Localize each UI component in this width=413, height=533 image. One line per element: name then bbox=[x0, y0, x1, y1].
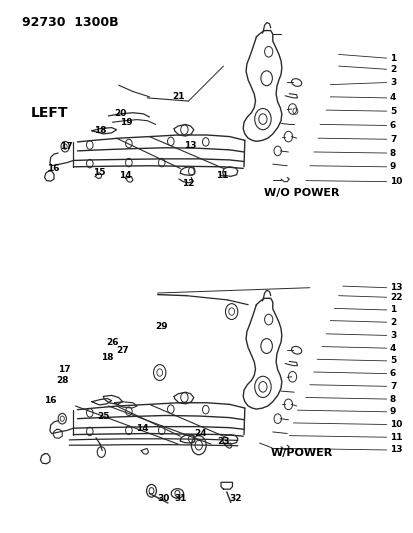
Text: 11: 11 bbox=[215, 171, 228, 180]
Text: 3: 3 bbox=[389, 78, 395, 87]
Text: 13: 13 bbox=[389, 283, 401, 292]
Text: 18: 18 bbox=[101, 353, 114, 362]
Text: 29: 29 bbox=[155, 322, 168, 331]
Text: 8: 8 bbox=[389, 394, 395, 403]
Text: 24: 24 bbox=[194, 429, 206, 438]
Text: 13: 13 bbox=[184, 141, 196, 150]
Text: 18: 18 bbox=[94, 126, 106, 135]
Text: 16: 16 bbox=[46, 164, 59, 173]
Text: 1: 1 bbox=[389, 305, 395, 314]
Text: 8: 8 bbox=[389, 149, 395, 158]
Text: 32: 32 bbox=[229, 494, 242, 503]
Text: 7: 7 bbox=[389, 382, 395, 391]
Text: 2: 2 bbox=[389, 64, 395, 74]
Text: 1: 1 bbox=[389, 54, 395, 62]
Text: 25: 25 bbox=[97, 411, 109, 421]
Text: 92730  1300B: 92730 1300B bbox=[22, 16, 118, 29]
Text: 17: 17 bbox=[58, 366, 71, 374]
Text: 7: 7 bbox=[389, 135, 395, 144]
Text: 27: 27 bbox=[116, 346, 129, 355]
Text: 31: 31 bbox=[173, 494, 186, 503]
Text: 20: 20 bbox=[114, 109, 126, 118]
Text: 15: 15 bbox=[93, 168, 105, 177]
Text: 3: 3 bbox=[389, 331, 395, 340]
Text: 10: 10 bbox=[389, 177, 401, 186]
Text: LEFT: LEFT bbox=[31, 106, 68, 120]
Text: W/POWER: W/POWER bbox=[270, 448, 332, 458]
Text: 21: 21 bbox=[171, 92, 184, 101]
Text: 10: 10 bbox=[389, 420, 401, 429]
Text: 6: 6 bbox=[389, 121, 395, 130]
Text: 4: 4 bbox=[389, 344, 395, 353]
Text: 22: 22 bbox=[389, 293, 401, 302]
Text: 23: 23 bbox=[217, 437, 229, 446]
Text: 12: 12 bbox=[182, 179, 194, 188]
Text: 14: 14 bbox=[135, 424, 148, 433]
Text: 9: 9 bbox=[389, 163, 395, 171]
Text: 13: 13 bbox=[389, 446, 401, 455]
Text: W/O POWER: W/O POWER bbox=[263, 188, 339, 198]
Text: 14: 14 bbox=[119, 171, 132, 180]
Text: 5: 5 bbox=[389, 357, 395, 366]
Text: 26: 26 bbox=[106, 338, 119, 348]
Text: 4: 4 bbox=[389, 93, 395, 102]
Text: 30: 30 bbox=[157, 494, 170, 503]
Text: 9: 9 bbox=[389, 407, 395, 416]
Text: 6: 6 bbox=[389, 369, 395, 378]
Text: 28: 28 bbox=[56, 376, 68, 385]
Text: 19: 19 bbox=[120, 118, 133, 127]
Text: 11: 11 bbox=[389, 433, 401, 442]
Text: 2: 2 bbox=[389, 318, 395, 327]
Text: 5: 5 bbox=[389, 107, 395, 116]
Text: 17: 17 bbox=[60, 142, 73, 151]
Text: 16: 16 bbox=[44, 395, 57, 405]
